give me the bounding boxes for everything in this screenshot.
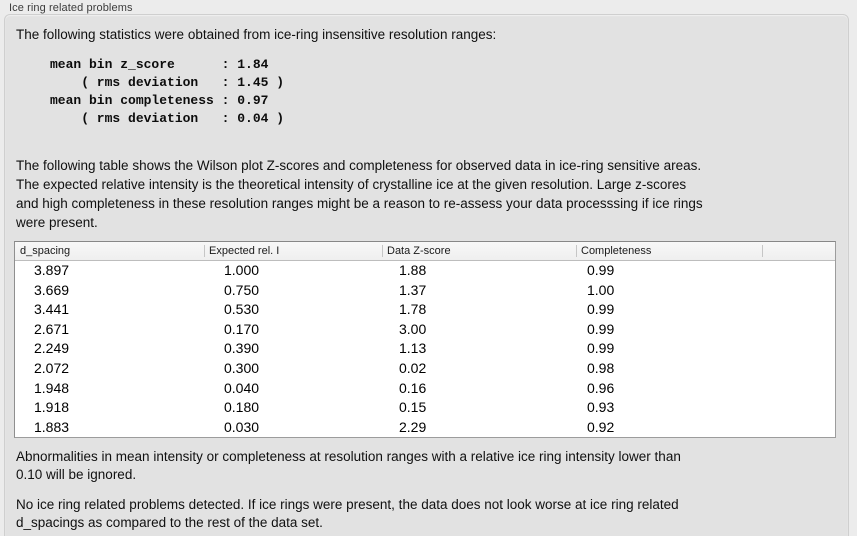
cell-d-spacing: 3.441	[34, 301, 70, 318]
cell-completeness: 0.99	[587, 340, 615, 357]
cell-data-z-score: 0.16	[399, 379, 427, 396]
cell-empty	[762, 261, 835, 281]
table-row[interactable]: 3.669 0.750 1.37 1.00	[15, 281, 835, 301]
column-header-empty	[762, 242, 835, 260]
cell-d-spacing: 2.249	[34, 340, 70, 357]
column-header-data-z-score[interactable]: Data Z-score	[382, 242, 576, 260]
cell-data-z-score: 1.37	[399, 281, 427, 298]
column-header-expected-rel-i[interactable]: Expected rel. I	[204, 242, 382, 260]
cell-d-spacing: 2.072	[34, 359, 70, 376]
cell-d-spacing: 1.883	[34, 418, 70, 435]
cell-expected-rel-i: 0.040	[224, 379, 260, 396]
cell-completeness: 0.99	[587, 262, 615, 278]
cell-expected-rel-i: 0.300	[224, 359, 260, 376]
cell-data-z-score: 1.78	[399, 301, 427, 318]
cell-empty	[762, 359, 835, 379]
ignore-threshold-note: Abnormalities in mean intensity or compl…	[16, 449, 681, 482]
ice-ring-panel: The following statistics were obtained f…	[4, 14, 849, 536]
table-row[interactable]: 2.249 0.390 1.13 0.99	[15, 339, 835, 359]
cell-expected-rel-i: 0.530	[224, 301, 260, 318]
cell-completeness: 0.99	[587, 301, 615, 318]
table-row[interactable]: 2.671 0.170 3.00 0.99	[15, 320, 835, 340]
table-row[interactable]: 1.883 0.030 2.29 0.92	[15, 418, 835, 438]
table-body: 3.897 1.000 1.88 0.99 3.669 0.750 1.37 1.00 3.44…	[15, 261, 835, 437]
table-row[interactable]: 1.948 0.040 0.16 0.96	[15, 379, 835, 399]
cell-d-spacing: 3.897	[34, 262, 70, 278]
cell-empty	[762, 418, 835, 438]
cell-empty	[762, 398, 835, 418]
cell-d-spacing: 2.671	[34, 320, 70, 337]
column-header-completeness[interactable]: Completeness	[576, 242, 762, 260]
cell-data-z-score: 2.29	[399, 418, 427, 435]
cell-empty	[762, 320, 835, 340]
cell-completeness: 0.99	[587, 320, 615, 337]
cell-expected-rel-i: 0.030	[224, 418, 260, 435]
cell-completeness: 0.98	[587, 359, 615, 376]
cell-empty	[762, 339, 835, 359]
stats-block: mean bin z_score : 1.84 ( rms deviation …	[50, 57, 285, 126]
cell-empty	[762, 300, 835, 320]
panel-title: Ice ring related problems	[9, 2, 133, 14]
cell-data-z-score: 1.88	[399, 262, 427, 278]
cell-expected-rel-i: 0.170	[224, 320, 260, 337]
cell-empty	[762, 379, 835, 399]
cell-completeness: 0.92	[587, 418, 615, 435]
column-header-d-spacing[interactable]: d_spacing	[20, 245, 71, 257]
table-description: The following table shows the Wilson plo…	[16, 158, 703, 230]
table-row[interactable]: 1.918 0.180 0.15 0.93	[15, 398, 835, 418]
cell-data-z-score: 0.15	[399, 399, 427, 416]
cell-data-z-score: 3.00	[399, 320, 427, 337]
cell-completeness: 0.96	[587, 379, 615, 396]
table-row[interactable]: 2.072 0.300 0.02 0.98	[15, 359, 835, 379]
table-row[interactable]: 3.897 1.000 1.88 0.99	[15, 261, 835, 281]
table-row[interactable]: 3.441 0.530 1.78 0.99	[15, 300, 835, 320]
cell-empty	[762, 281, 835, 301]
conclusion-text: No ice ring related problems detected. I…	[16, 497, 679, 530]
cell-d-spacing: 1.918	[34, 399, 70, 416]
cell-d-spacing: 3.669	[34, 281, 70, 298]
cell-d-spacing: 1.948	[34, 379, 70, 396]
cell-expected-rel-i: 0.750	[224, 281, 260, 298]
cell-expected-rel-i: 0.390	[224, 340, 260, 357]
cell-expected-rel-i: 0.180	[224, 399, 260, 416]
cell-data-z-score: 0.02	[399, 359, 427, 376]
ice-ring-table: d_spacing Expected rel. I Data Z-score Comp…	[14, 241, 836, 438]
table-header-row: d_spacing Expected rel. I Data Z-score Comp…	[15, 242, 835, 261]
intro-text: The following statistics were obtained f…	[16, 27, 497, 42]
cell-data-z-score: 1.13	[399, 340, 427, 357]
cell-completeness: 0.93	[587, 399, 615, 416]
cell-expected-rel-i: 1.000	[224, 262, 260, 278]
cell-completeness: 1.00	[587, 281, 615, 298]
